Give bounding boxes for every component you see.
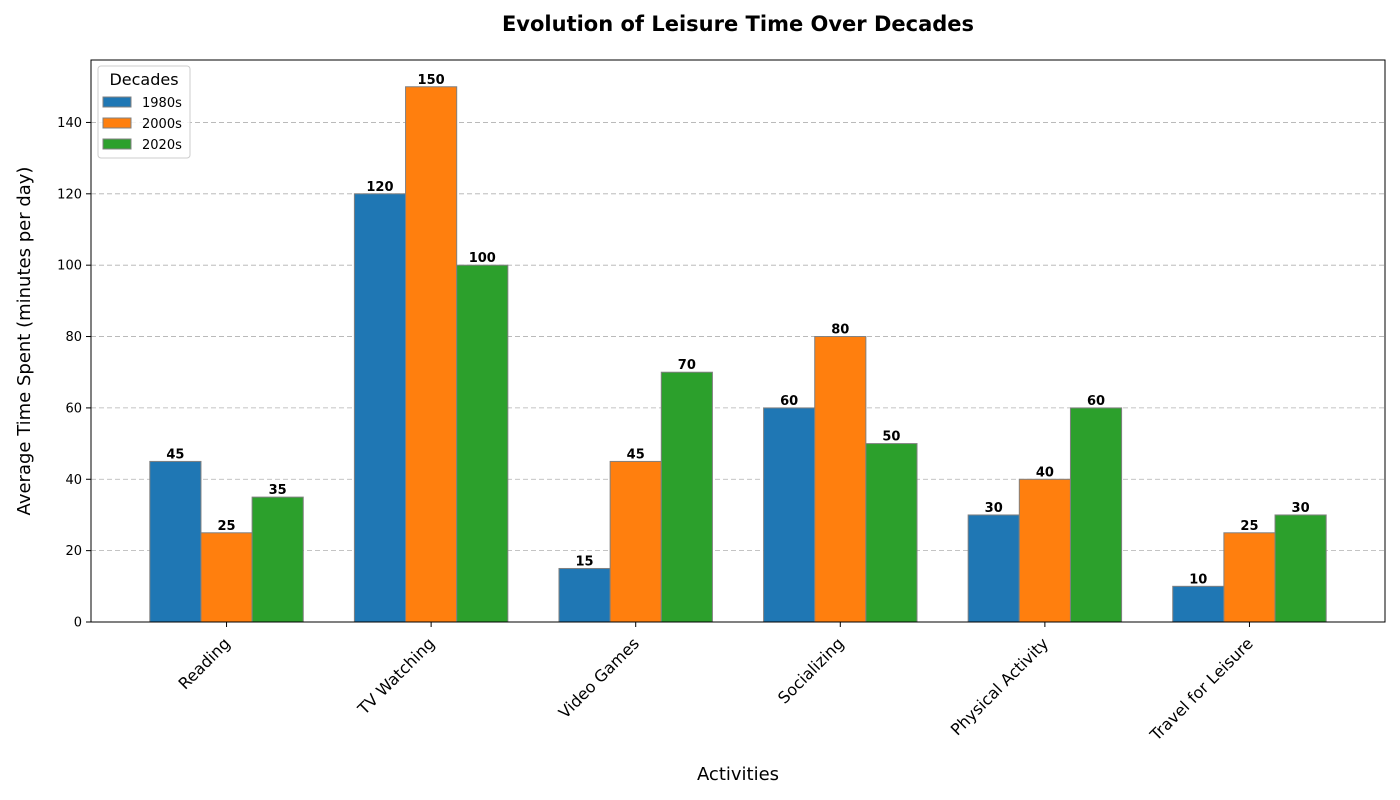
value-label: 25 — [217, 519, 235, 534]
value-label: 60 — [780, 394, 798, 409]
y-tick-label: 20 — [65, 544, 82, 559]
bar-2020s-tv-watching — [456, 264, 509, 623]
y-tick-label: 0 — [74, 616, 82, 631]
x-tick-label: TV Watching — [353, 634, 438, 719]
x-tick-label: Travel for Leisure — [1146, 634, 1257, 745]
y-tick-label: 80 — [65, 330, 82, 345]
legend-swatch — [102, 117, 132, 129]
bar-2020s-socializing — [865, 443, 918, 623]
bar-1980s-video-games — [558, 567, 611, 623]
x-axis-label: Activities — [697, 764, 779, 785]
legend-entry-label: 2020s — [142, 138, 182, 153]
legend-entry-label: 1980s — [142, 96, 182, 111]
bar-2000s-video-games — [609, 460, 662, 623]
legend-box — [97, 65, 191, 159]
value-label: 25 — [1240, 519, 1258, 534]
value-label: 45 — [166, 447, 184, 462]
value-label: 50 — [882, 430, 900, 445]
y-tick-label: 60 — [65, 401, 82, 416]
x-axis: Reading TV Watching Video Games Socializing… — [174, 622, 1257, 745]
value-label: 15 — [576, 554, 594, 569]
bars — [149, 86, 1327, 623]
y-tick-label: 40 — [65, 473, 82, 488]
legend: Decades 1980s 2000s 2020s — [97, 65, 191, 159]
value-label: 40 — [1036, 465, 1054, 480]
bar-2020s-physical-activity — [1069, 407, 1123, 623]
x-tick-label: Video Games — [555, 634, 643, 722]
legend-title: Decades — [109, 70, 178, 89]
bar-2020s-video-games — [660, 371, 713, 623]
legend-swatch — [102, 138, 132, 150]
bar-2000s-physical-activity — [1018, 478, 1071, 623]
bar-1980s-travel-for-leisure — [1172, 585, 1225, 623]
value-label: 30 — [985, 501, 1003, 516]
value-label: 80 — [831, 323, 849, 338]
value-labels: 45 120 15 60 30 10 25 150 45 80 40 25 35 100 70 50 60 30 — [166, 73, 1309, 588]
value-label: 30 — [1292, 501, 1310, 516]
chart-title: Evolution of Leisure Time Over Decades — [502, 12, 974, 36]
bar-1980s-physical-activity — [967, 514, 1020, 623]
x-tick-label: Reading — [174, 634, 233, 693]
value-label: 150 — [418, 73, 445, 88]
y-tick-label: 100 — [57, 259, 82, 274]
y-tick-label: 140 — [57, 116, 82, 131]
bar-1980s-socializing — [763, 407, 816, 623]
plot-frame — [90, 59, 1386, 623]
value-label: 100 — [469, 251, 496, 266]
y-axis: 0 20 40 60 80 100 120 140 — [57, 116, 91, 631]
bar-2000s-socializing — [814, 336, 867, 623]
bar-2020s-travel-for-leisure — [1274, 514, 1327, 623]
bar-1980s-tv-watching — [353, 193, 407, 623]
value-label: 35 — [269, 483, 287, 498]
bar-2000s-travel-for-leisure — [1223, 532, 1276, 623]
value-label: 60 — [1087, 394, 1105, 409]
legend-entry-label: 2000s — [142, 117, 182, 132]
value-label: 70 — [678, 358, 696, 373]
bar-2000s-tv-watching — [405, 86, 458, 623]
bar-2020s-reading — [251, 496, 304, 623]
y-axis-label: Average Time Spent (minutes per day) — [14, 167, 35, 516]
x-tick-label: Physical Activity — [947, 634, 1052, 739]
bar-2000s-reading — [200, 532, 253, 623]
y-tick-label: 120 — [57, 187, 82, 202]
bar-1980s-reading — [149, 460, 202, 623]
value-label: 10 — [1189, 572, 1207, 587]
value-label: 45 — [627, 447, 645, 462]
x-tick-label: Socializing — [774, 634, 848, 708]
value-label: 120 — [366, 180, 393, 195]
legend-swatch — [102, 96, 132, 108]
